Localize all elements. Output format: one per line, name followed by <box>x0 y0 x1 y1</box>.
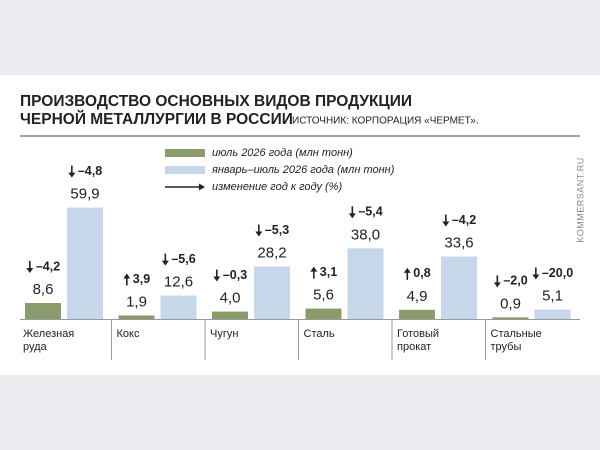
change-arrow <box>442 214 450 227</box>
legend-label: июль 2026 года (млн тонн) <box>212 147 353 159</box>
arrow-head <box>68 172 76 178</box>
value-label: 4,0 <box>220 290 241 307</box>
value-label: 8,6 <box>33 281 54 298</box>
change-label: –4,2 <box>36 259 60 273</box>
bar <box>160 295 197 319</box>
bar <box>534 309 571 319</box>
bar <box>25 303 61 319</box>
source: ИСТОЧНИК: КОРПОРАЦИЯ «ЧЕРМЕТ». <box>292 116 479 127</box>
x-tick-label: трубы <box>491 341 522 353</box>
arrow-head <box>123 273 131 279</box>
change-arrow <box>348 206 356 219</box>
bar <box>212 311 248 319</box>
change-label: –2,0 <box>503 274 527 288</box>
legend-swatch <box>165 149 205 157</box>
arrow-head <box>161 260 169 266</box>
bar <box>441 256 477 319</box>
arrow-head <box>348 213 356 219</box>
change-label: –5,3 <box>265 223 289 237</box>
legend-label: изменение год к году (%) <box>212 181 342 193</box>
bar <box>118 315 155 319</box>
change-label: –20,0 <box>542 266 573 280</box>
arrow-head <box>442 221 450 227</box>
x-tick-label: Готовый <box>397 328 439 340</box>
arrow-head <box>26 268 34 274</box>
legend-label: январь–июль 2026 года (млн тонн) <box>211 164 395 176</box>
x-tick-label: Чугун <box>210 328 238 340</box>
bar <box>399 309 435 319</box>
value-label: 5,1 <box>542 287 563 304</box>
change-label: 3,1 <box>320 265 337 279</box>
x-tick-label: Железная <box>23 328 74 340</box>
x-tick-label: Кокс <box>117 328 140 340</box>
change-arrow <box>493 275 501 288</box>
bar <box>254 266 290 319</box>
change-label: 0,8 <box>413 266 430 280</box>
bar <box>67 207 103 319</box>
value-label: 0,9 <box>500 295 521 312</box>
chart-title: ЧЕРНОЙ МЕТАЛЛУРГИИ В РОССИИ <box>20 110 293 128</box>
value-label: 33,6 <box>444 234 473 251</box>
change-label: –5,4 <box>358 205 382 219</box>
change-label: –4,2 <box>452 213 476 227</box>
x-tick-label: прокат <box>397 341 431 353</box>
change-arrow <box>213 269 221 282</box>
arrow-head <box>493 282 501 288</box>
change-arrow <box>161 253 169 266</box>
watermark: KOMMERSANT.RU <box>575 157 585 243</box>
chart-title: ПРОИЗВОДСТВО ОСНОВНЫХ ВИДОВ ПРОДУКЦИИ <box>20 93 412 110</box>
change-label: 3,9 <box>133 272 150 286</box>
value-label: 4,9 <box>407 288 428 305</box>
change-arrow <box>26 261 34 274</box>
legend-swatch <box>165 166 205 174</box>
legend-arrow-head <box>199 183 205 191</box>
change-arrow <box>310 266 318 279</box>
bar <box>305 308 342 319</box>
arrow-head <box>310 266 318 272</box>
change-arrow <box>123 273 131 286</box>
change-label: –0,3 <box>223 268 247 282</box>
value-label: 28,2 <box>257 245 286 262</box>
change-label: –5,6 <box>171 252 195 266</box>
change-arrow <box>403 267 411 280</box>
change-arrow <box>255 224 263 237</box>
arrow-head <box>532 274 540 280</box>
value-label: 1,9 <box>126 293 147 310</box>
bar <box>492 317 529 319</box>
change-arrow <box>68 165 76 178</box>
change-label: –4,8 <box>78 164 102 178</box>
arrow-head <box>255 231 263 237</box>
bar <box>347 248 384 319</box>
value-label: 38,0 <box>351 226 380 243</box>
arrow-head <box>213 276 221 282</box>
x-tick-label: руда <box>23 341 48 353</box>
value-label: 59,9 <box>70 186 99 203</box>
x-tick-label: Стальные <box>491 328 542 340</box>
change-arrow <box>532 267 540 280</box>
arrow-head <box>403 267 411 273</box>
value-label: 5,6 <box>313 287 334 304</box>
value-label: 12,6 <box>164 274 193 291</box>
x-tick-label: Сталь <box>304 328 335 340</box>
